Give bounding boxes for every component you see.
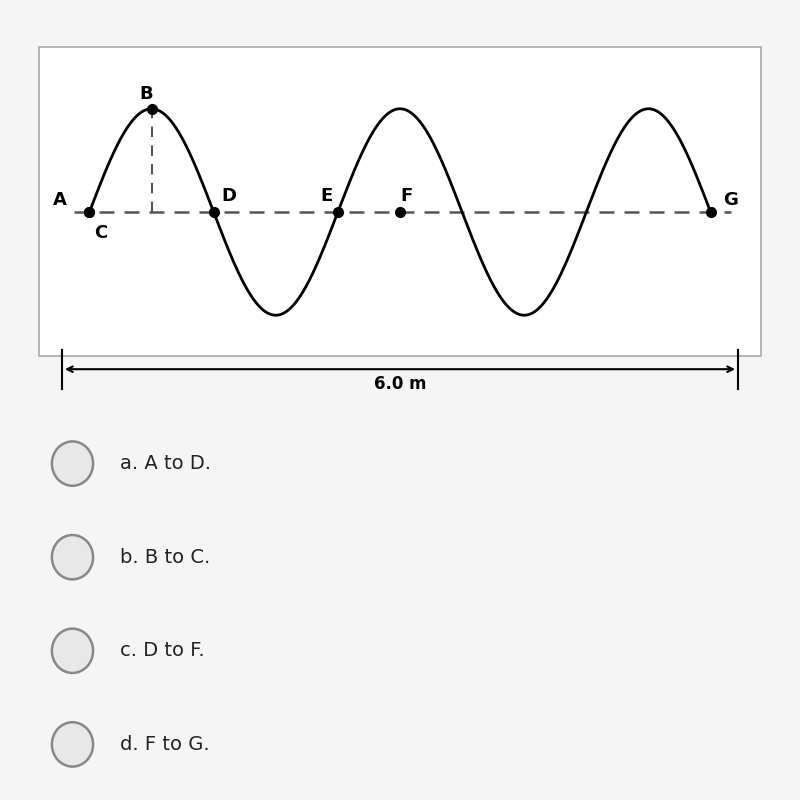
Text: G: G <box>723 191 738 209</box>
Text: E: E <box>321 186 333 205</box>
Text: D: D <box>221 186 236 205</box>
Text: b. B to C.: b. B to C. <box>120 548 210 566</box>
Text: A: A <box>53 191 66 209</box>
FancyBboxPatch shape <box>39 46 761 356</box>
Text: B: B <box>139 85 153 102</box>
Text: a. A to D.: a. A to D. <box>120 454 211 473</box>
Circle shape <box>52 722 93 766</box>
Circle shape <box>52 535 93 579</box>
Circle shape <box>52 442 93 486</box>
Text: c. D to F.: c. D to F. <box>120 642 205 660</box>
Text: F: F <box>400 186 412 205</box>
Text: 6.0 m: 6.0 m <box>374 374 426 393</box>
Text: d. F to G.: d. F to G. <box>120 735 210 754</box>
Circle shape <box>52 629 93 673</box>
Text: C: C <box>94 224 108 242</box>
